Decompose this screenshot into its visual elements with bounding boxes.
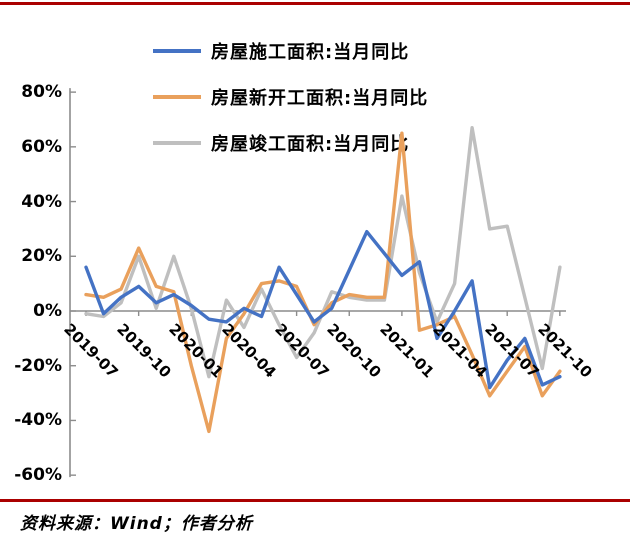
legend-item: 房屋新开工面积:当月同比 [153,82,428,112]
legend-line-swatch [153,95,201,99]
y-axis-tick-label: 60% [21,136,62,157]
legend-line-swatch [153,49,201,53]
legend-item: 房屋施工面积:当月同比 [153,36,428,66]
series-line [84,229,562,390]
y-axis-tick-label: -60% [14,465,62,486]
y-axis-tick-label: 80% [21,82,62,103]
legend-item: 房屋竣工面积:当月同比 [153,128,428,158]
y-axis-tick-label: 40% [21,191,62,212]
source-note: 资料来源：Wind；作者分析 [20,514,253,534]
legend-label: 房屋新开工面积:当月同比 [211,88,429,109]
legend-label: 房屋竣工面积:当月同比 [211,134,410,155]
legend-line-swatch [153,141,201,145]
y-axis-tick-label: 20% [21,246,62,267]
chart-legend: 房屋施工面积:当月同比 房屋新开工面积:当月同比 房屋竣工面积:当月同比 [153,36,428,174]
y-axis-tick-label: 0% [33,301,62,321]
legend-label: 房屋施工面积:当月同比 [211,42,410,63]
y-axis-tick-label: -40% [14,410,62,431]
y-axis-tick-label: -20% [14,355,62,376]
top-border-line [0,2,630,5]
bottom-border-line [0,499,630,502]
